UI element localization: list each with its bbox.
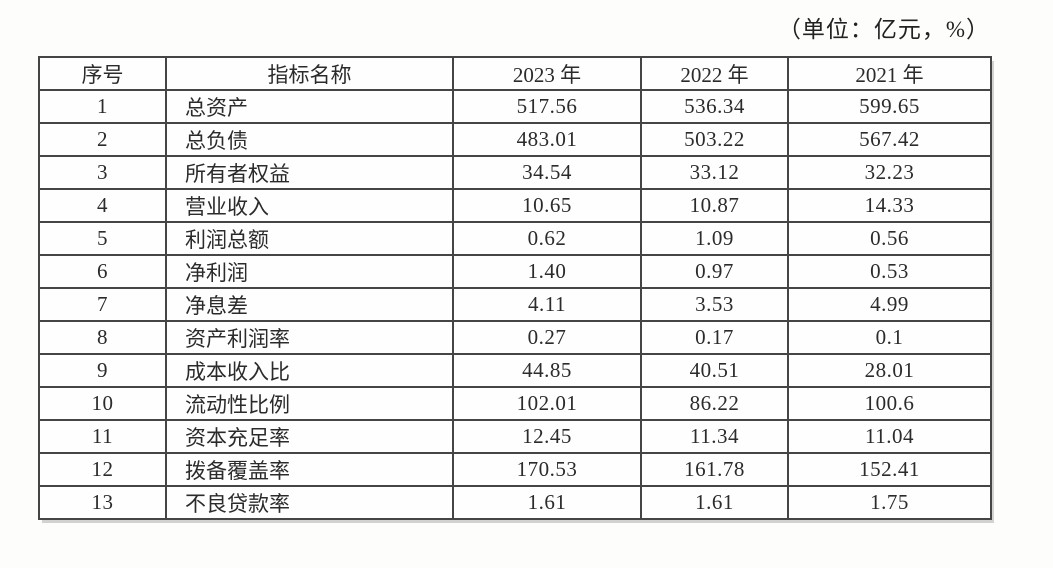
cell-y2023: 4.11 [452, 287, 642, 322]
cell-no: 5 [38, 221, 167, 256]
unit-note: （单位：亿元，%） [777, 17, 990, 42]
table-row: 12 拨备覆盖率 170.53 161.78 152.41 [38, 452, 992, 487]
cell-indicator: 不良贷款率 [165, 485, 454, 520]
table-row: 1 总资产 517.56 536.34 599.65 [38, 89, 992, 124]
cell-y2021: 32.23 [787, 155, 992, 190]
cell-y2023: 12.45 [452, 419, 642, 454]
cell-y2022: 161.78 [640, 452, 789, 487]
table-row: 10 流动性比例 102.01 86.22 100.6 [38, 386, 992, 421]
cell-y2021: 0.1 [787, 320, 992, 355]
cell-indicator: 营业收入 [165, 188, 454, 223]
cell-y2022: 1.61 [640, 485, 789, 520]
cell-indicator: 所有者权益 [165, 155, 454, 190]
cell-y2021: 28.01 [787, 353, 992, 388]
table-row: 6 净利润 1.40 0.97 0.53 [38, 254, 992, 289]
cell-y2021: 14.33 [787, 188, 992, 223]
cell-no: 11 [38, 419, 167, 454]
cell-indicator: 利润总额 [165, 221, 454, 256]
cell-indicator: 资产利润率 [165, 320, 454, 355]
cell-y2022: 0.97 [640, 254, 789, 289]
cell-indicator: 净利润 [165, 254, 454, 289]
cell-y2022: 0.17 [640, 320, 789, 355]
cell-y2021: 152.41 [787, 452, 992, 487]
cell-no: 12 [38, 452, 167, 487]
column-header-no: 序号 [38, 56, 167, 91]
column-header-indicator: 指标名称 [165, 56, 454, 91]
column-header-2023: 2023 年 [452, 56, 642, 91]
cell-no: 6 [38, 254, 167, 289]
cell-y2021: 1.75 [787, 485, 992, 520]
cell-y2023: 34.54 [452, 155, 642, 190]
financial-indicators-table: 序号 指标名称 2023 年 2022 年 2021 年 1 总资产 517.56 5… [38, 56, 992, 520]
cell-indicator: 总负债 [165, 122, 454, 157]
cell-y2023: 517.56 [452, 89, 642, 124]
cell-y2023: 1.61 [452, 485, 642, 520]
table-row: 13 不良贷款率 1.61 1.61 1.75 [38, 485, 992, 520]
cell-y2023: 0.62 [452, 221, 642, 256]
cell-no: 2 [38, 122, 167, 157]
cell-no: 8 [38, 320, 167, 355]
cell-y2022: 40.51 [640, 353, 789, 388]
table-row: 2 总负债 483.01 503.22 567.42 [38, 122, 992, 157]
table-row: 3 所有者权益 34.54 33.12 32.23 [38, 155, 992, 190]
table-row: 8 资产利润率 0.27 0.17 0.1 [38, 320, 992, 355]
cell-y2023: 483.01 [452, 122, 642, 157]
table-row: 7 净息差 4.11 3.53 4.99 [38, 287, 992, 322]
cell-y2022: 3.53 [640, 287, 789, 322]
cell-indicator: 成本收入比 [165, 353, 454, 388]
cell-no: 9 [38, 353, 167, 388]
cell-y2022: 1.09 [640, 221, 789, 256]
cell-y2021: 4.99 [787, 287, 992, 322]
cell-y2021: 599.65 [787, 89, 992, 124]
cell-y2023: 1.40 [452, 254, 642, 289]
cell-y2023: 44.85 [452, 353, 642, 388]
cell-y2021: 0.53 [787, 254, 992, 289]
cell-y2022: 33.12 [640, 155, 789, 190]
cell-y2023: 10.65 [452, 188, 642, 223]
cell-y2023: 0.27 [452, 320, 642, 355]
cell-y2022: 10.87 [640, 188, 789, 223]
table-row: 9 成本收入比 44.85 40.51 28.01 [38, 353, 992, 388]
cell-no: 13 [38, 485, 167, 520]
cell-y2021: 100.6 [787, 386, 992, 421]
cell-y2021: 0.56 [787, 221, 992, 256]
cell-no: 4 [38, 188, 167, 223]
cell-no: 3 [38, 155, 167, 190]
cell-indicator: 总资产 [165, 89, 454, 124]
table-row: 11 资本充足率 12.45 11.34 11.04 [38, 419, 992, 454]
cell-no: 7 [38, 287, 167, 322]
cell-y2022: 11.34 [640, 419, 789, 454]
cell-no: 1 [38, 89, 167, 124]
column-header-2021: 2021 年 [787, 56, 992, 91]
cell-indicator: 资本充足率 [165, 419, 454, 454]
cell-y2021: 567.42 [787, 122, 992, 157]
cell-indicator: 拨备覆盖率 [165, 452, 454, 487]
cell-no: 10 [38, 386, 167, 421]
table-header-row: 序号 指标名称 2023 年 2022 年 2021 年 [38, 56, 992, 91]
cell-indicator: 流动性比例 [165, 386, 454, 421]
cell-indicator: 净息差 [165, 287, 454, 322]
cell-y2023: 102.01 [452, 386, 642, 421]
cell-y2021: 11.04 [787, 419, 992, 454]
table-row: 5 利润总额 0.62 1.09 0.56 [38, 221, 992, 256]
cell-y2022: 86.22 [640, 386, 789, 421]
cell-y2022: 536.34 [640, 89, 789, 124]
table-row: 4 营业收入 10.65 10.87 14.33 [38, 188, 992, 223]
column-header-2022: 2022 年 [640, 56, 789, 91]
cell-y2022: 503.22 [640, 122, 789, 157]
cell-y2023: 170.53 [452, 452, 642, 487]
